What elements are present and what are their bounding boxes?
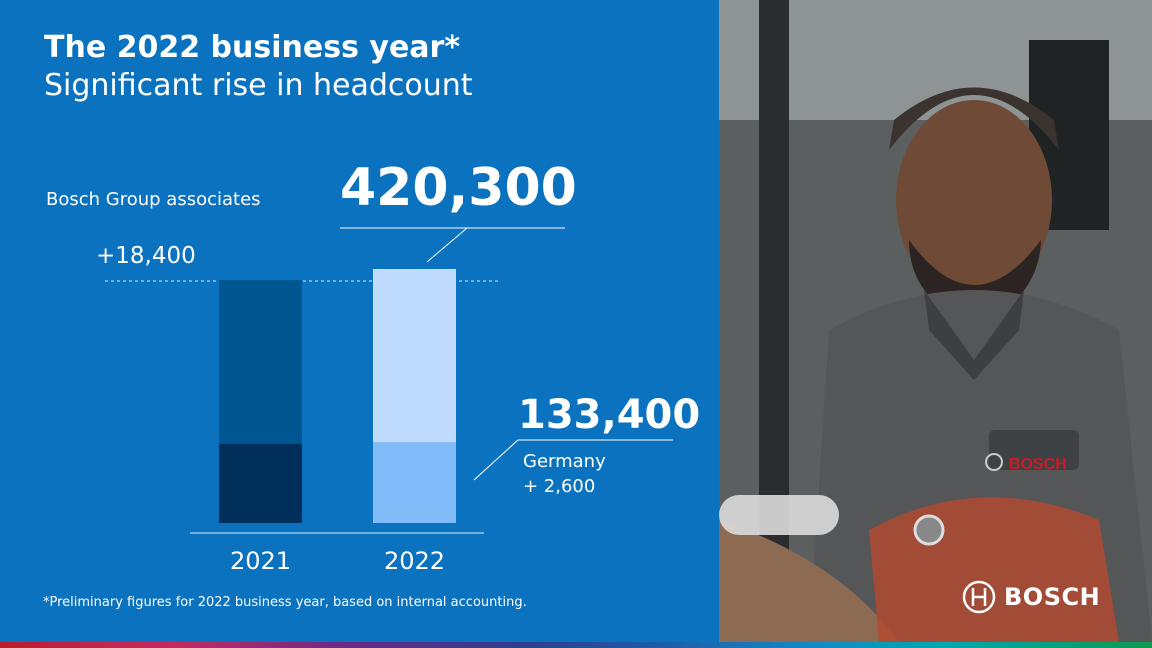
headcount-chart: 2021 2022 bbox=[105, 227, 673, 575]
bar-2021-other bbox=[219, 280, 302, 444]
bar-2022-other bbox=[373, 269, 456, 443]
bosch-logo: BOSCH bbox=[962, 580, 1100, 614]
slide-title: The 2022 business year* bbox=[44, 30, 461, 65]
total-increase-callout: +18,400 bbox=[96, 243, 196, 269]
worker-photo-illustration: BOSCH bbox=[719, 0, 1152, 642]
bosch-armature-icon bbox=[962, 580, 996, 614]
germany-2022-callout: 133,400 bbox=[518, 392, 701, 438]
slide-subtitle: Significant rise in headcount bbox=[44, 68, 473, 103]
bar-2021-germany bbox=[219, 443, 302, 523]
bottom-color-strip bbox=[0, 642, 1152, 648]
svg-text:BOSCH: BOSCH bbox=[1009, 456, 1067, 473]
germany-increase-callout: + 2,600 bbox=[523, 476, 596, 497]
bars-group: 2021 2022 bbox=[219, 269, 456, 575]
x-tick-label-2021: 2021 bbox=[230, 547, 291, 575]
footnote: *Preliminary figures for 2022 business y… bbox=[43, 595, 527, 610]
total-callout-leader bbox=[426, 227, 468, 263]
bar-2022-germany bbox=[373, 442, 456, 523]
series-label: Bosch Group associates bbox=[46, 189, 261, 210]
germany-callout-leader bbox=[473, 439, 519, 481]
worker-photo: BOSCH BOSCH bbox=[719, 0, 1152, 642]
total-2022-callout: 420,300 bbox=[340, 158, 577, 218]
bosch-wordmark: BOSCH bbox=[1004, 583, 1101, 611]
germany-label: Germany bbox=[523, 451, 606, 472]
x-tick-label-2022: 2022 bbox=[384, 547, 445, 575]
chart-panel: The 2022 business year* Significant rise… bbox=[43, 30, 701, 610]
